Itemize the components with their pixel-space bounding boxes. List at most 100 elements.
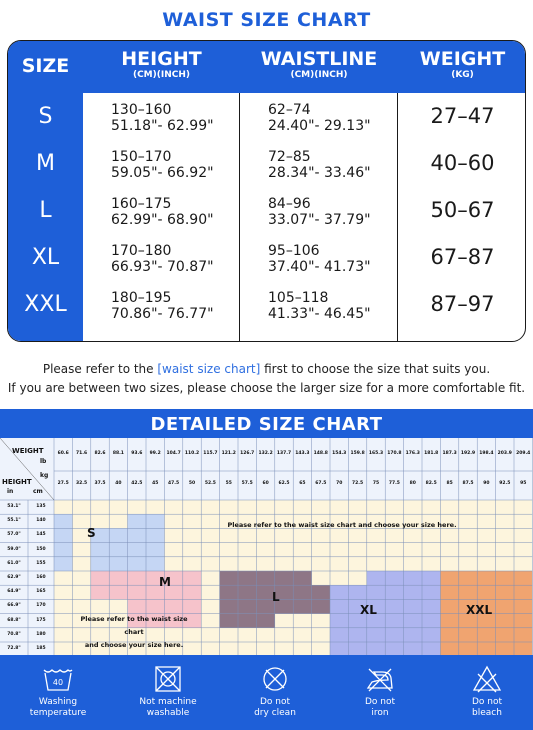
- waist-xl: 95–106 37.40"- 41.73": [268, 243, 371, 275]
- lb-value: 82.6: [94, 451, 106, 456]
- weight-label: WEIGHT: [12, 447, 44, 455]
- height-column: HEIGHT (CM)(INCH) 130–160 51.18"- 62.99" …: [83, 41, 240, 341]
- zone-label-xl: XL: [360, 603, 377, 617]
- height-cm-value: 150: [36, 546, 46, 552]
- kg-value: 70: [336, 481, 343, 486]
- lb-value: 198.4: [479, 451, 494, 456]
- lb-value: 137.7: [276, 451, 292, 456]
- lb-value: 170.8: [387, 451, 402, 456]
- care-label-iron: Do not iron: [364, 697, 396, 718]
- zone-label-xxl: XXL: [466, 603, 493, 617]
- kg-label: kg: [40, 472, 49, 479]
- size-column: SIZE S M L XL XXL: [8, 41, 83, 341]
- weight-xxl: 87–97: [430, 292, 495, 316]
- height-in-value: 68.8": [7, 617, 21, 623]
- washing-temperature-icon: 40: [43, 669, 73, 691]
- detailed-size-grid: WEIGHT lb kg HEIGHT in cm 60.6 71.6 82.6 88…: [0, 438, 533, 655]
- height-label: HEIGHT: [2, 478, 32, 486]
- lb-label: lb: [40, 458, 47, 465]
- size-header: SIZE: [8, 41, 83, 93]
- size-xxl: XXL: [24, 292, 67, 317]
- lb-value: 88.1: [112, 451, 124, 456]
- care-no-iron: Do not iron: [335, 660, 425, 719]
- lb-value: 132.2: [258, 451, 273, 456]
- kg-value: 72.5: [352, 481, 364, 486]
- height-in-value: 55.1": [7, 518, 21, 524]
- kg-value: 40: [115, 481, 122, 486]
- lb-value: 154.3: [332, 451, 347, 456]
- weight-header: WEIGHT (KG): [398, 41, 525, 93]
- height-in-value: 70.8": [7, 631, 21, 637]
- height-cm-value: 145: [36, 532, 46, 538]
- no-iron-icon: [366, 668, 393, 692]
- lb-value: 148.8: [313, 451, 328, 456]
- care-label-wash: Washing temperature: [29, 697, 87, 718]
- lb-value: 181.8: [424, 451, 439, 456]
- kg-value: 95: [520, 481, 527, 486]
- kg-value: 80: [409, 481, 416, 486]
- kg-value: 85: [446, 481, 453, 486]
- lb-value: 159.8: [350, 451, 365, 456]
- waist-size-chart-link: [waist size chart]: [157, 362, 261, 376]
- height-cm-value: 170: [36, 603, 46, 609]
- waist-m: 72–85 28.34"- 33.46": [268, 149, 371, 181]
- care-washing-temperature: 40 Washing temperature: [13, 660, 103, 719]
- lb-value: 115.7: [203, 451, 218, 456]
- grid-message-top: Please refer to the waist size chart and…: [227, 521, 457, 529]
- no-bleach-icon: [472, 665, 502, 693]
- height-cm-value: 180: [36, 631, 46, 637]
- height-l: 160–175 62.99"- 68.90": [111, 196, 214, 228]
- kg-value: 52.5: [204, 481, 216, 486]
- kg-value: 37.5: [94, 481, 106, 486]
- kg-value: 77.5: [388, 481, 400, 486]
- lb-value: 187.3: [442, 451, 457, 456]
- kg-value: 45: [152, 481, 159, 486]
- size-s: S: [38, 104, 53, 129]
- size-grid-lines: [0, 438, 533, 655]
- cm-label: cm: [33, 488, 43, 495]
- kg-value: 87.5: [462, 481, 474, 486]
- height-s: 130–160 51.18"- 62.99": [111, 102, 214, 134]
- care-no-bleach: Do not bleach: [442, 660, 532, 719]
- height-in-value: 59.0": [7, 546, 21, 552]
- in-label: in: [7, 488, 14, 495]
- lb-value: 209.4: [516, 451, 531, 456]
- lb-value: 126.7: [240, 451, 255, 456]
- weight-m: 40–60: [430, 151, 495, 175]
- care-instructions: 40 Washing temperature Not machine washabl…: [0, 660, 533, 730]
- weight-xl: 67–87: [430, 245, 495, 269]
- lb-value: 121.2: [221, 451, 236, 456]
- waist-chart-title: WAIST SIZE CHART: [162, 9, 371, 31]
- no-machine-wash-icon: [155, 666, 181, 692]
- lb-value: 165.3: [368, 451, 384, 456]
- no-dry-clean-icon: [263, 667, 287, 691]
- kg-value: 47.5: [168, 481, 180, 486]
- lb-value: 71.6: [76, 451, 88, 456]
- lb-value: 110.2: [184, 451, 200, 456]
- height-cm-value: 175: [36, 617, 46, 623]
- lb-value: 93.6: [131, 451, 143, 456]
- kg-value: 42.5: [131, 481, 143, 486]
- zone-label-m: M: [159, 575, 171, 589]
- height-in-value: 64.9": [7, 589, 21, 595]
- height-xxl: 180–195 70.86"- 76.77": [111, 290, 214, 322]
- kg-value: 50: [188, 481, 196, 486]
- kg-value: 92.5: [499, 481, 511, 486]
- size-m: M: [36, 151, 55, 176]
- waistline-header: WAISTLINE (CM)(INCH): [240, 41, 398, 93]
- lb-value: 192.9: [460, 451, 476, 456]
- height-cm-value: 160: [36, 575, 46, 580]
- note-line-2: If you are between two sizes, please cho…: [7, 381, 526, 395]
- grid-rowhead-bg: [0, 500, 54, 655]
- height-header: HEIGHT (CM)(INCH): [83, 41, 240, 93]
- zone-label-s: S: [87, 526, 96, 540]
- height-in-value: 72.8": [7, 646, 21, 651]
- weight-column: WEIGHT (KG) 27–47 40–60 50–67 67–87 87–9…: [398, 41, 525, 341]
- size-xl: XL: [31, 245, 60, 270]
- kg-value: 75: [372, 481, 380, 486]
- care-no-dry-clean: Do not dry clean: [230, 660, 320, 719]
- kg-value: 67.5: [315, 481, 327, 486]
- kg-value: 32.5: [76, 481, 88, 486]
- waist-s: 62–74 24.40"- 29.13": [268, 102, 371, 134]
- lb-value: 143.3: [295, 451, 310, 456]
